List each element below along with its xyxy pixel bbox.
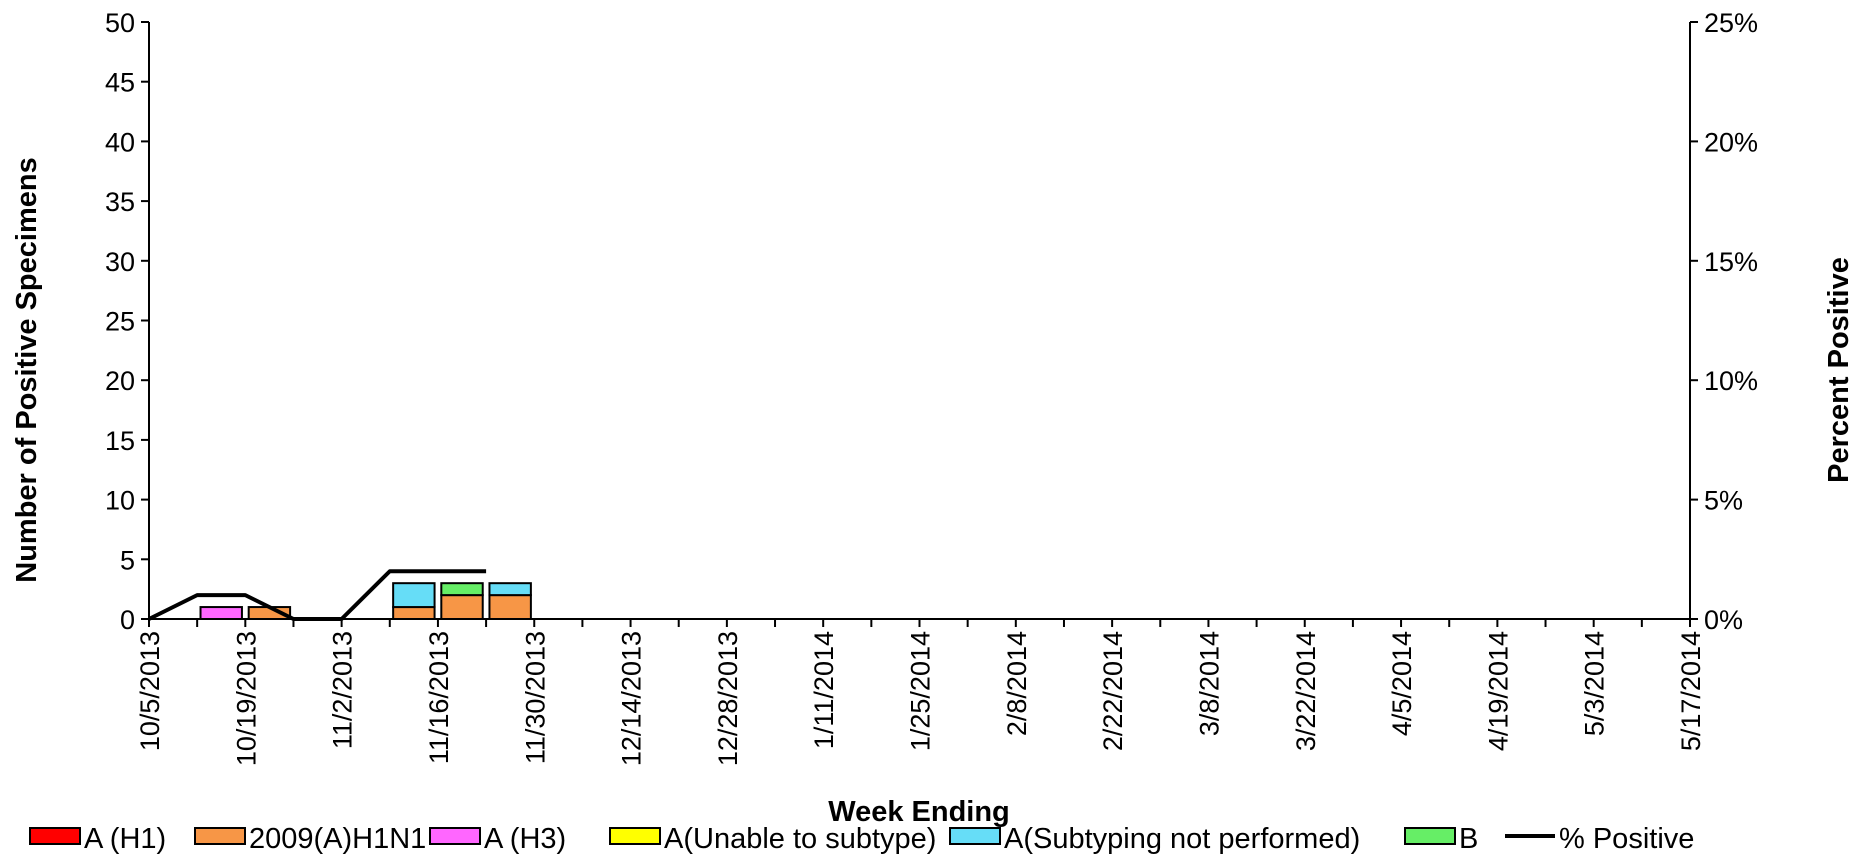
x-tick-label: 10/5/2013 xyxy=(135,631,165,751)
y-tick-label: 5 xyxy=(120,545,135,575)
x-tick-label: 12/28/2013 xyxy=(713,631,743,766)
bar-segment xyxy=(440,582,484,597)
x-tick-label: 5/3/2014 xyxy=(1580,631,1610,736)
legend-swatch xyxy=(29,827,81,845)
y2-tick-label: 20% xyxy=(1704,127,1758,157)
x-tick-label: 5/17/2014 xyxy=(1676,631,1706,751)
legend-swatch xyxy=(429,827,481,845)
y-tick-label: 15 xyxy=(105,426,135,456)
y-tick-label: 20 xyxy=(105,366,135,396)
y2-tick-label: 5% xyxy=(1704,486,1743,516)
x-tick-label: 4/5/2014 xyxy=(1387,631,1417,736)
legend-label: A(Subtyping not performed) xyxy=(1004,823,1360,855)
y-tick-label: 25 xyxy=(105,307,135,337)
legend-swatch xyxy=(194,827,246,845)
x-axis-title: Week Ending xyxy=(828,796,1010,828)
x-tick-label: 11/16/2013 xyxy=(424,631,454,764)
legend-label: 2009(A)H1N1 xyxy=(249,823,426,855)
x-tick-label: 1/11/2014 xyxy=(809,631,839,749)
legend-label: % Positive xyxy=(1559,823,1694,855)
bar-segment xyxy=(392,606,436,620)
x-tick-label: 11/2/2013 xyxy=(328,631,358,749)
x-tick-label: 2/22/2014 xyxy=(1098,631,1128,751)
y-tick-label: 50 xyxy=(105,8,135,38)
x-ticks: 10/5/2013 10/19/2013 11/2/2013 11/16/2013 11… xyxy=(135,619,1706,766)
y-axis-title: Number of Positive Specimens xyxy=(11,157,43,582)
y-tick-label: 35 xyxy=(105,187,135,217)
bar-segment xyxy=(488,594,532,620)
y-tick-label: 45 xyxy=(105,68,135,98)
legend-label: A(Unable to subtype) xyxy=(664,823,936,855)
y2-tick-label: 25% xyxy=(1704,8,1758,38)
bar-segment xyxy=(199,606,243,620)
x-tick-label: 11/30/2013 xyxy=(520,631,550,764)
legend: A (H1) 2009(A)H1N1 A (H3) A(Unable to subty… xyxy=(29,823,1694,855)
y-ticks-right: 0% 5% 10% 15% 20% 25% xyxy=(1690,8,1758,635)
bar-segment xyxy=(392,582,436,609)
y2-tick-label: 15% xyxy=(1704,247,1758,277)
legend-label: A (H1) xyxy=(84,823,166,855)
bar-segment xyxy=(440,594,484,620)
y-tick-label: 40 xyxy=(105,127,135,157)
legend-swatch xyxy=(1404,827,1456,845)
bar-segment xyxy=(488,582,532,597)
x-tick-label: 1/25/2014 xyxy=(906,631,936,751)
x-tick-label: 10/19/2013 xyxy=(231,631,261,766)
x-tick-label: 4/19/2014 xyxy=(1483,631,1513,751)
y2-tick-label: 0% xyxy=(1704,605,1743,635)
x-tick-label: 3/8/2014 xyxy=(1194,631,1224,736)
x-tick-label: 3/22/2014 xyxy=(1291,631,1321,751)
legend-swatch xyxy=(609,827,661,845)
legend-swatch xyxy=(949,827,1001,845)
y-ticks-left: 0 5 10 15 20 25 30 35 40 45 50 xyxy=(105,8,149,635)
legend-label: A (H3) xyxy=(484,823,566,855)
x-tick-label: 12/14/2013 xyxy=(617,631,647,766)
axes xyxy=(148,22,1691,620)
x-tick-label: 2/8/2014 xyxy=(1002,631,1032,736)
y-tick-label: 10 xyxy=(105,486,135,516)
y-tick-label: 30 xyxy=(105,247,135,277)
legend-label: B xyxy=(1459,823,1478,855)
y2-axis-title: Percent Positive xyxy=(1823,257,1855,483)
percent-positive-line xyxy=(148,569,487,621)
bar-group xyxy=(199,582,532,620)
y2-tick-label: 10% xyxy=(1704,366,1758,396)
y-tick-label: 0 xyxy=(120,605,135,635)
